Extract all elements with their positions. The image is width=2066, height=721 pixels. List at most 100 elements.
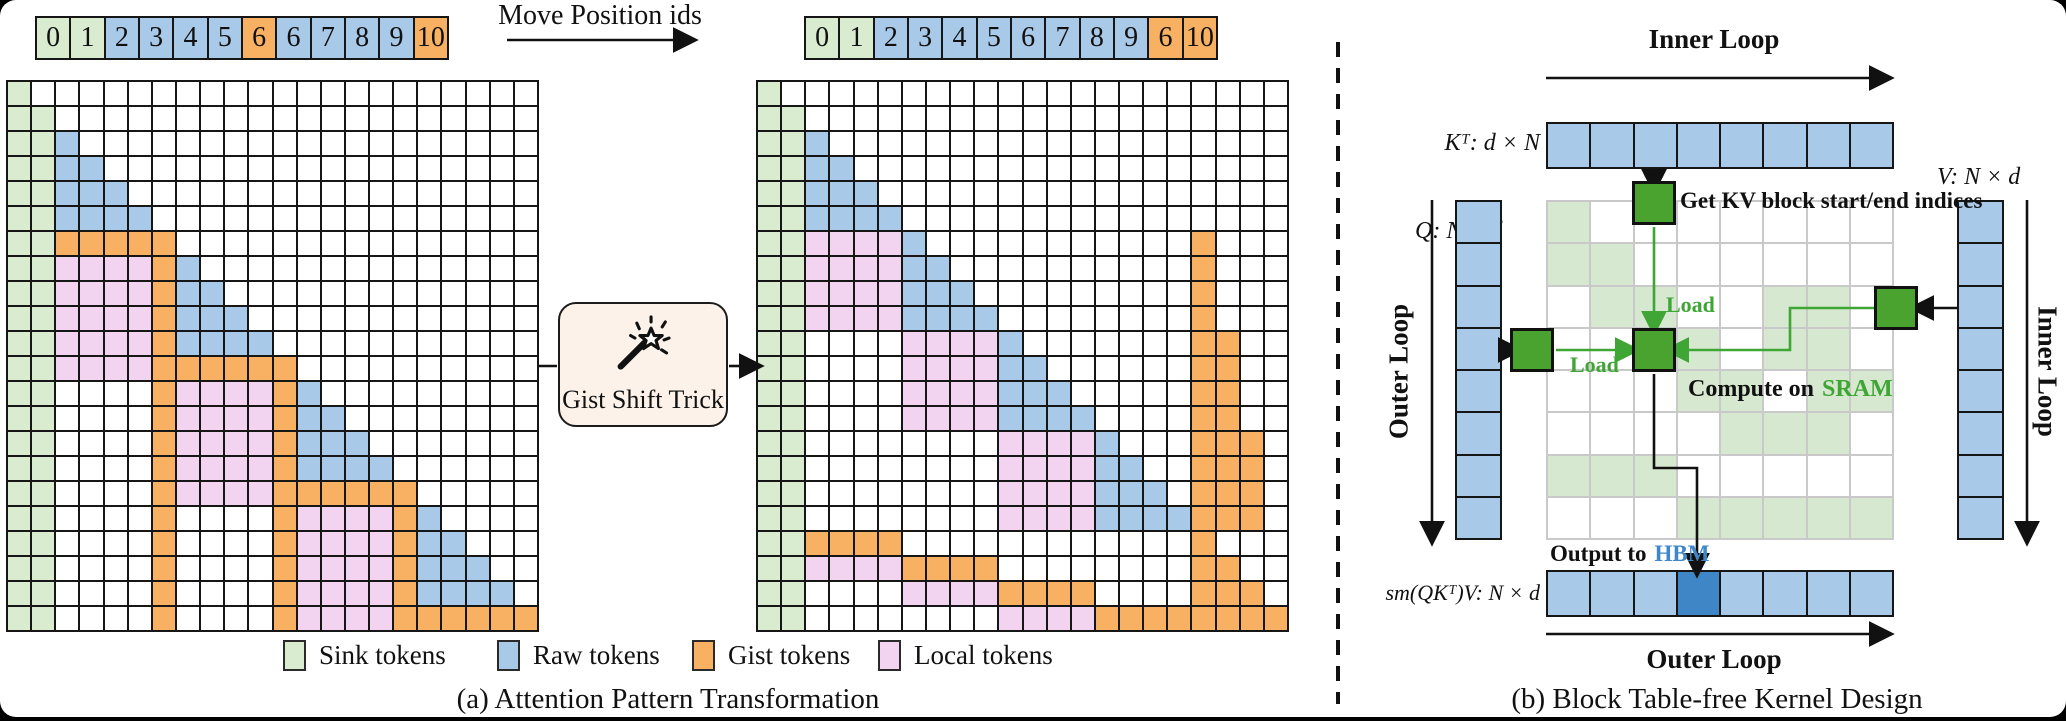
grid-cell xyxy=(490,282,513,305)
grid-cell xyxy=(1192,457,1215,480)
grid-cell xyxy=(902,82,925,105)
grid-cell xyxy=(249,82,272,105)
grid-cell xyxy=(999,232,1022,255)
grid-cell xyxy=(394,257,417,280)
grid-cell xyxy=(1095,432,1119,455)
grid-cell xyxy=(1120,532,1143,555)
grid-cell xyxy=(1047,207,1070,230)
grid-cell xyxy=(225,282,248,305)
grid-cell xyxy=(878,457,901,480)
grid-cell xyxy=(152,457,175,480)
grid-cell xyxy=(1264,132,1287,155)
grid-cell xyxy=(273,382,296,405)
grid-cell xyxy=(1192,307,1215,330)
grid-cell xyxy=(902,382,925,405)
grid-cell xyxy=(80,432,103,455)
grid-cell xyxy=(8,257,31,280)
grid-cell xyxy=(56,582,79,605)
grid-cell xyxy=(1095,357,1119,380)
grid-cell xyxy=(975,207,998,230)
grid-cell xyxy=(80,482,103,505)
grid-cell: 7 xyxy=(1046,18,1079,58)
grid-cell xyxy=(370,557,393,580)
grid-cell xyxy=(1807,572,1849,615)
grid-cell xyxy=(80,282,103,305)
grid-cell xyxy=(128,457,151,480)
grid-cell xyxy=(32,232,55,255)
grid-cell xyxy=(1144,282,1167,305)
grid-cell xyxy=(8,132,31,155)
grid-cell xyxy=(1959,455,2002,496)
grid-cell xyxy=(1216,157,1239,180)
grid-cell xyxy=(176,332,200,355)
grid-cell xyxy=(1144,357,1167,380)
grid-cell xyxy=(32,207,55,230)
grid-cell xyxy=(1168,407,1191,430)
grid-cell xyxy=(854,607,877,630)
grid-cell xyxy=(56,382,79,405)
grid-cell xyxy=(418,182,441,205)
grid-cell xyxy=(1023,257,1046,280)
grid-cell xyxy=(951,82,974,105)
grid-cell xyxy=(176,557,200,580)
grid-cell xyxy=(80,307,103,330)
grid-cell xyxy=(1240,532,1263,555)
grid-cell xyxy=(394,507,417,530)
grid-cell xyxy=(345,157,369,180)
grid-cell xyxy=(926,132,950,155)
grid-cell xyxy=(56,157,79,180)
grid-cell xyxy=(1548,497,1590,538)
grid-cell xyxy=(466,132,489,155)
grid-cell xyxy=(128,182,151,205)
panel-kernel-design: Inner Loop Kᵀ: d × N Q: N × d V: N × d s… xyxy=(1340,0,2066,717)
grid-cell xyxy=(370,82,393,105)
grid-cell xyxy=(442,457,465,480)
grid-cell xyxy=(418,307,441,330)
grid-cell xyxy=(1959,244,2002,285)
grid-cell xyxy=(104,457,127,480)
grid-cell xyxy=(806,432,829,455)
gist-swatch-icon xyxy=(692,640,715,671)
grid-cell xyxy=(926,357,950,380)
grid-cell: 8 xyxy=(1080,18,1113,58)
grid-cell: 6 xyxy=(277,18,310,58)
grid-cell xyxy=(951,507,974,530)
grid-cell xyxy=(273,507,296,530)
grid-cell xyxy=(1023,307,1046,330)
compute-on-text: Compute on xyxy=(1688,376,1815,402)
grid-cell xyxy=(490,507,513,530)
grid-cell xyxy=(32,157,55,180)
grid-cell xyxy=(1192,532,1215,555)
grid-cell xyxy=(999,382,1022,405)
grid-cell xyxy=(1192,207,1215,230)
grid-cell xyxy=(466,557,489,580)
grid-cell xyxy=(830,107,853,130)
grid-cell xyxy=(273,432,296,455)
grid-cell xyxy=(394,332,417,355)
grid-cell xyxy=(442,307,465,330)
grid-cell xyxy=(249,282,272,305)
grid-cell xyxy=(394,232,417,255)
grid-cell xyxy=(1457,371,1500,412)
grid-cell xyxy=(201,532,224,555)
legend-sink-tokens: Sink tokens xyxy=(283,640,446,671)
grid-cell xyxy=(830,457,853,480)
grid-cell xyxy=(1591,497,1633,538)
grid-cell xyxy=(128,507,151,530)
grid-cell xyxy=(442,532,465,555)
grid-cell xyxy=(152,307,175,330)
grid-cell xyxy=(297,407,320,430)
grid-cell xyxy=(1071,607,1094,630)
grid-cell xyxy=(1634,497,1676,538)
grid-cell xyxy=(297,282,320,305)
grid-cell xyxy=(1216,407,1239,430)
grid-cell xyxy=(8,332,31,355)
grid-cell xyxy=(902,182,925,205)
grid-cell xyxy=(830,432,853,455)
grid-cell xyxy=(321,357,344,380)
grid-cell xyxy=(80,207,103,230)
grid-cell xyxy=(176,607,200,630)
grid-cell xyxy=(1095,257,1119,280)
grid-cell xyxy=(1807,202,1849,243)
grid-cell xyxy=(1240,107,1263,130)
